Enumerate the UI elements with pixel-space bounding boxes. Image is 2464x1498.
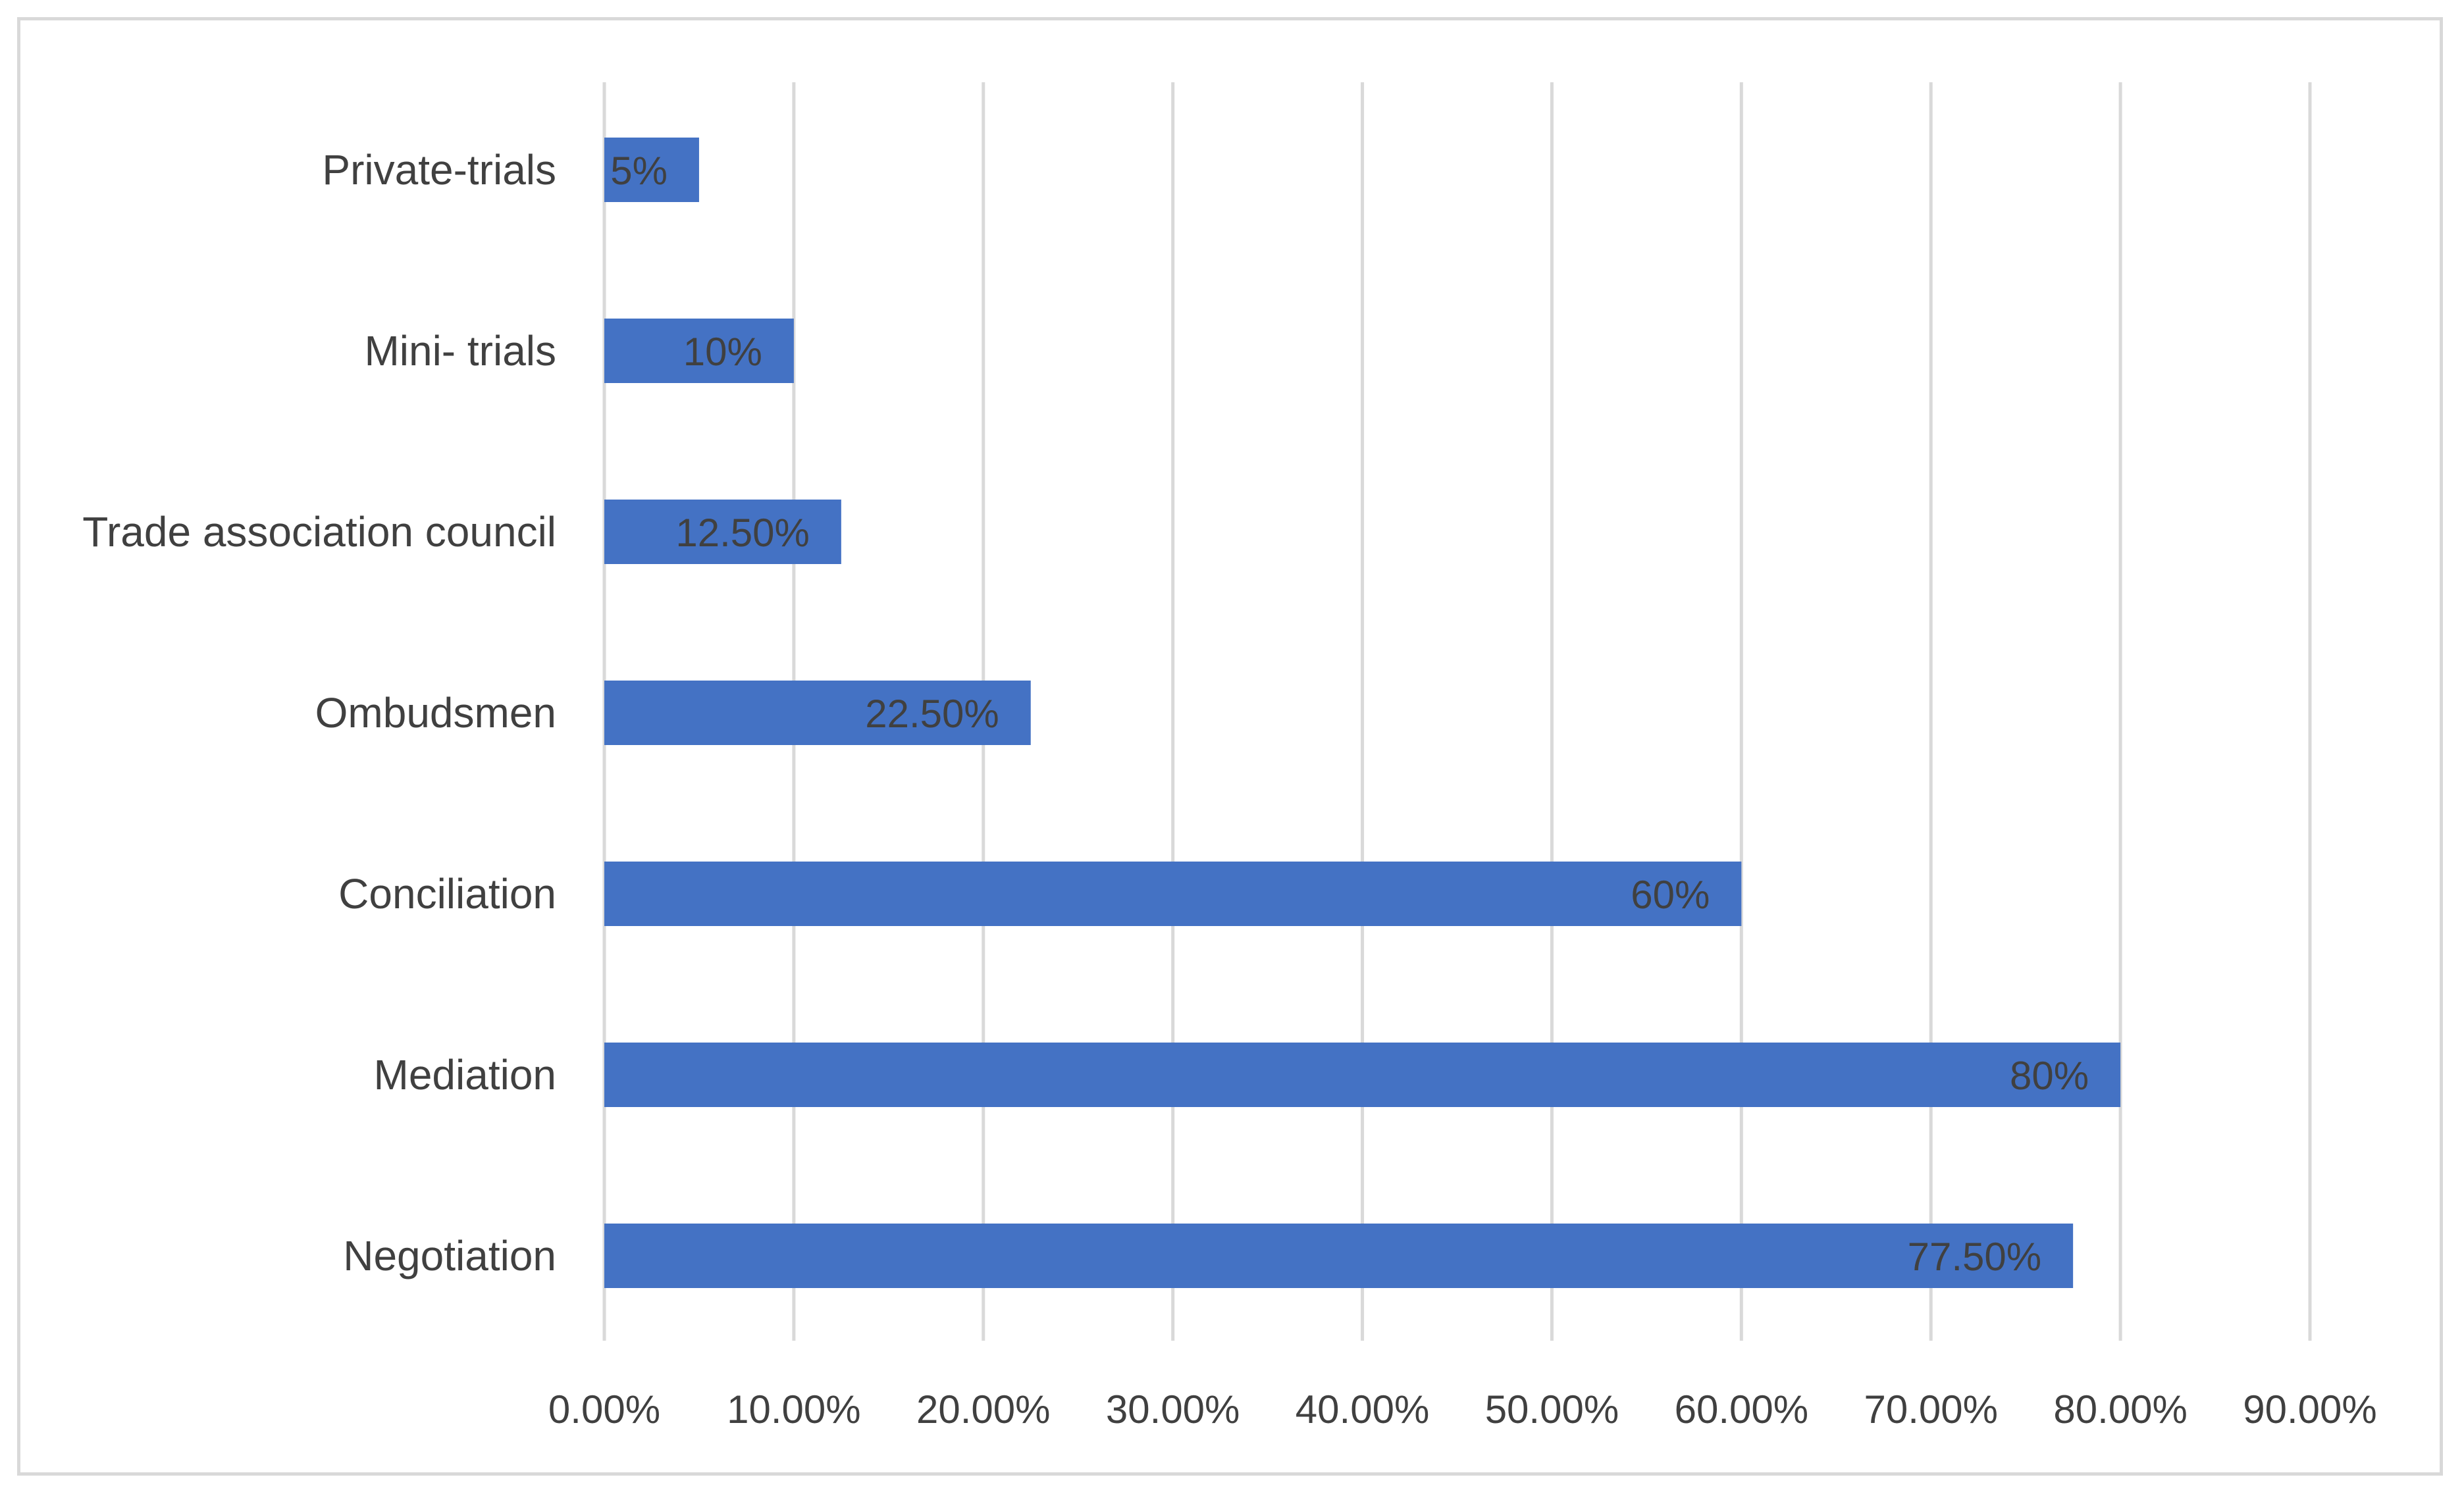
- category-label: Negotiation: [343, 1232, 556, 1279]
- bar: [604, 1043, 2121, 1107]
- x-tick-label: 20.00%: [916, 1387, 1051, 1432]
- x-tick-label: 80.00%: [2053, 1387, 2188, 1432]
- data-label: 10%: [683, 330, 762, 374]
- category-label: Private-trials: [322, 146, 556, 194]
- x-tick-label: 0.00%: [548, 1387, 660, 1432]
- value-axis: 0.00% 10.00% 20.00% 30.00% 40.00% 50.00% 60.00…: [548, 1387, 2377, 1432]
- category-axis: Private-trials Mini- trials Trade associat…: [82, 146, 556, 1279]
- bar: [604, 500, 841, 564]
- bar: [604, 681, 1031, 745]
- bar: [604, 138, 699, 202]
- data-label: 12.50%: [675, 511, 810, 555]
- category-label: Mini- trials: [364, 327, 556, 374]
- gridlines: [602, 82, 2312, 1341]
- bar: [604, 862, 1742, 926]
- data-label: 60%: [1631, 873, 1710, 917]
- category-label: Conciliation: [338, 870, 556, 917]
- x-tick-label: 50.00%: [1485, 1387, 1619, 1432]
- category-label: Ombudsmen: [315, 689, 556, 736]
- x-tick-label: 60.00%: [1675, 1387, 1809, 1432]
- x-tick-label: 70.00%: [1864, 1387, 1998, 1432]
- x-tick-label: 40.00%: [1296, 1387, 1430, 1432]
- x-tick-label: 90.00%: [2243, 1387, 2377, 1432]
- data-label: 22.50%: [865, 692, 999, 736]
- bar: [604, 1224, 2074, 1288]
- data-labels: 5% 10% 12.50% 22.50% 60% 80% 77.50%: [610, 149, 2089, 1279]
- x-tick-label: 30.00%: [1106, 1387, 1240, 1432]
- data-label: 5%: [610, 149, 668, 193]
- data-label: 77.50%: [1908, 1235, 2042, 1279]
- category-label: Trade association council: [82, 508, 556, 555]
- bars: [604, 138, 2121, 1288]
- category-label: Mediation: [374, 1051, 557, 1098]
- x-tick-label: 10.00%: [727, 1387, 861, 1432]
- data-label: 80%: [2010, 1054, 2089, 1098]
- bar: [604, 319, 794, 383]
